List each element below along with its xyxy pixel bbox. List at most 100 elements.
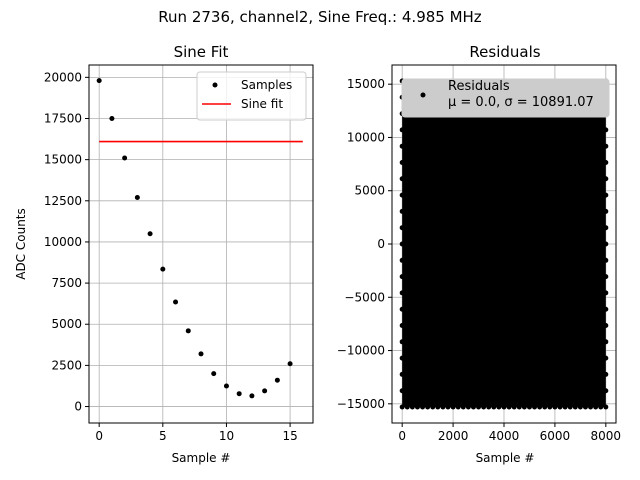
residual-point [521, 208, 527, 214]
residual-point [537, 143, 543, 149]
residual-point [496, 290, 502, 296]
residual-point [577, 159, 583, 165]
residual-point [526, 127, 532, 133]
residual-point [603, 159, 609, 165]
residual-point [516, 339, 522, 345]
residual-point [552, 257, 558, 263]
residual-point [460, 225, 466, 231]
residual-point [501, 371, 507, 377]
residual-point [440, 404, 446, 410]
residual-point [588, 176, 594, 182]
residual-point [593, 192, 599, 198]
residual-point [455, 290, 461, 296]
residual-point [435, 257, 441, 263]
residual-point [414, 241, 420, 247]
residual-point [404, 306, 410, 312]
residual-point [445, 404, 451, 410]
residual-point [440, 388, 446, 394]
residual-point [455, 159, 461, 165]
residual-point [450, 257, 456, 263]
residual-point [399, 274, 405, 280]
residual-point [521, 241, 527, 247]
residual-point [577, 388, 583, 394]
residual-point [450, 339, 456, 345]
residual-point [582, 208, 588, 214]
residual-point [577, 192, 583, 198]
residual-point [450, 127, 456, 133]
residual-point [404, 404, 410, 410]
residual-point [506, 127, 512, 133]
residual-point [537, 192, 543, 198]
residual-point [562, 290, 568, 296]
residual-point [430, 404, 436, 410]
residual-point [399, 225, 405, 231]
residual-point [501, 257, 507, 263]
residual-point [470, 274, 476, 280]
residual-point [440, 225, 446, 231]
residual-point [506, 306, 512, 312]
residual-point [430, 208, 436, 214]
residual-point [552, 127, 558, 133]
residual-point [511, 306, 517, 312]
residual-point [577, 404, 583, 410]
residual-point [460, 127, 466, 133]
residual-point [440, 274, 446, 280]
residual-point [445, 127, 451, 133]
residual-point [562, 355, 568, 361]
residual-point [511, 176, 517, 182]
residual-point [511, 257, 517, 263]
residual-point [557, 323, 563, 329]
residual-point [425, 371, 431, 377]
residual-point [521, 371, 527, 377]
residual-point [460, 159, 466, 165]
residual-point [501, 355, 507, 361]
residual-point [501, 208, 507, 214]
residual-point [496, 388, 502, 394]
residual-point [409, 143, 415, 149]
sine-fit-ylabel: ADC Counts [14, 208, 28, 280]
residual-point [465, 159, 471, 165]
residual-point [409, 225, 415, 231]
residual-point [409, 371, 415, 377]
residual-point [547, 176, 553, 182]
residual-point [486, 127, 492, 133]
residual-point [481, 339, 487, 345]
residual-point [547, 127, 553, 133]
residual-point [481, 274, 487, 280]
residual-point [582, 159, 588, 165]
residual-point [435, 225, 441, 231]
residual-point [460, 208, 466, 214]
sample-point [249, 393, 255, 399]
residual-point [481, 290, 487, 296]
residual-point [603, 176, 609, 182]
residual-point [491, 192, 497, 198]
residual-point [414, 290, 420, 296]
residual-point [532, 208, 538, 214]
residual-point [521, 127, 527, 133]
residual-point [445, 143, 451, 149]
residual-point [603, 192, 609, 198]
residual-point [435, 371, 441, 377]
residual-point [547, 371, 553, 377]
residual-point [455, 192, 461, 198]
residual-point [511, 192, 517, 198]
residuals-ytick-label: 0 [377, 237, 385, 251]
residual-point [501, 225, 507, 231]
residual-point [521, 290, 527, 296]
residual-point [593, 339, 599, 345]
residual-point [476, 388, 482, 394]
residual-point [501, 290, 507, 296]
residual-point [399, 290, 405, 296]
residual-point [470, 241, 476, 247]
residual-point [552, 192, 558, 198]
residual-point [526, 371, 532, 377]
residual-point [460, 192, 466, 198]
residual-point [537, 274, 543, 280]
residual-point [420, 306, 426, 312]
residual-point [526, 257, 532, 263]
sine-fit-legend-box [196, 71, 307, 121]
residual-point [455, 225, 461, 231]
residual-point [496, 176, 502, 182]
residual-point [486, 176, 492, 182]
residual-point [521, 159, 527, 165]
